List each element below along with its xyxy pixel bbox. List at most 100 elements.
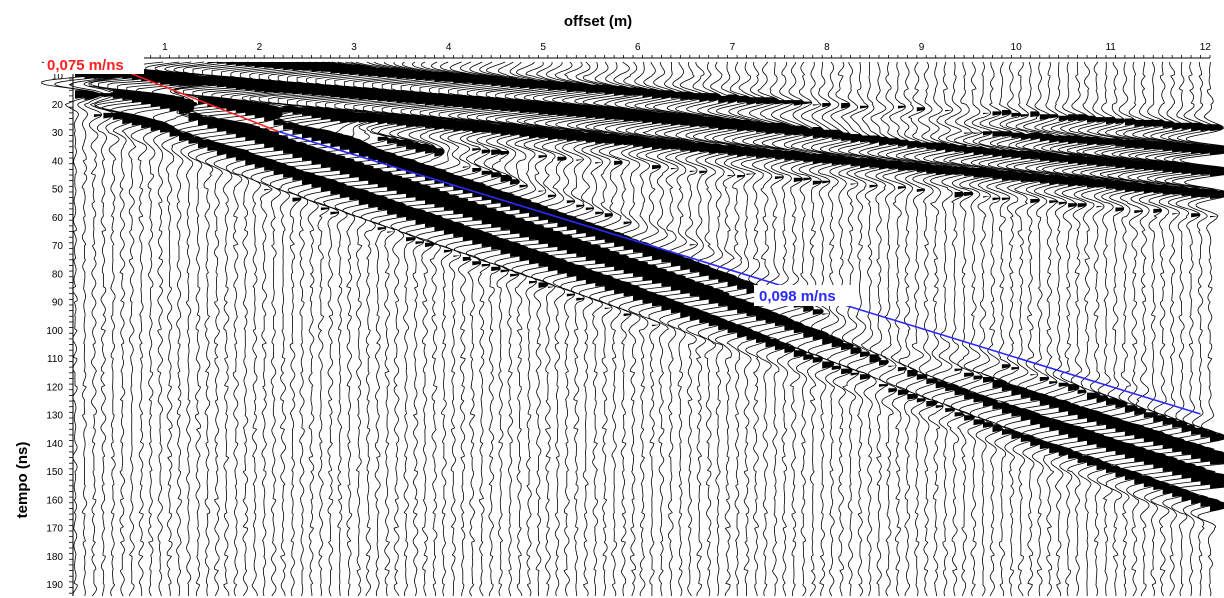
trace-fill [320, 62, 355, 211]
trace-fill [916, 107, 935, 403]
trace [619, 61, 686, 597]
trace [570, 61, 639, 597]
trace [135, 61, 204, 597]
y-tick-label: 70 [52, 241, 64, 252]
trace [914, 62, 958, 597]
velocity-label-bg [754, 285, 858, 306]
trace-fill [661, 90, 695, 311]
trace [1041, 61, 1096, 597]
trace-fill [1210, 124, 1224, 512]
y-tick-label: 30 [52, 128, 64, 139]
x-tick-label: 5 [540, 42, 546, 53]
y-axis: 10 20 30 40 50 60 70 80 90 100 110 120 130 140 150 160 1… [46, 61, 74, 596]
trace [932, 61, 976, 597]
trace [164, 61, 232, 597]
x-tick-label: 8 [824, 42, 830, 53]
trace-fill [614, 86, 648, 294]
trace [466, 61, 535, 597]
trace [1005, 61, 1052, 597]
trace-fill [822, 103, 841, 369]
trace-fill [850, 134, 870, 376]
trace [98, 62, 166, 597]
trace-fill [547, 81, 582, 288]
trace [306, 61, 374, 597]
trace [895, 61, 936, 597]
y-tick-label: 90 [52, 298, 64, 309]
trace-fill [689, 93, 723, 321]
velocity-labels: 0,075 m/ns 0,098 m/ns [44, 55, 858, 306]
trace-fill [188, 76, 222, 144]
wiggle-traces [41, 61, 1224, 597]
trace-fill [708, 93, 736, 327]
trace-fill [425, 71, 459, 248]
y-tick-label: 40 [52, 156, 64, 167]
x-tick-label: 7 [730, 42, 736, 53]
y-tick-label: 100 [46, 326, 63, 337]
trace [1013, 61, 1064, 597]
trace [628, 61, 696, 597]
trace-fill [1134, 119, 1166, 485]
y-tick-label: 170 [46, 524, 63, 535]
y-tick-label: 10 [52, 72, 64, 83]
trace [801, 62, 841, 597]
trace [117, 61, 185, 597]
trace [495, 61, 563, 597]
y-tick-label: 50 [52, 185, 64, 196]
trace-fill [633, 87, 667, 301]
y-tick-label: 150 [46, 467, 63, 478]
trace [551, 61, 620, 597]
trace [885, 61, 928, 596]
trace [1049, 61, 1105, 597]
trace [819, 61, 862, 597]
trace-fill [727, 94, 755, 334]
trace [90, 61, 138, 597]
trace-fill [897, 105, 918, 396]
trace [580, 61, 649, 597]
trace [82, 61, 125, 596]
trace [230, 61, 298, 597]
trace-fill [718, 95, 747, 331]
trace [838, 61, 881, 597]
y-tick-label: 60 [52, 213, 64, 224]
trace-fill [756, 97, 779, 344]
trace [1068, 61, 1128, 597]
trace [504, 61, 573, 596]
trace [608, 61, 677, 597]
trace-fill [576, 83, 610, 301]
velocity-line-red [117, 67, 279, 133]
y-tick-label: 190 [46, 580, 63, 591]
y-tick-label: 120 [46, 382, 63, 393]
trace [1074, 61, 1137, 597]
trace [277, 61, 346, 596]
trace-fill [1115, 118, 1146, 478]
trace [987, 61, 1034, 597]
trace-fill [207, 62, 241, 151]
velocity-label-red: 0,075 m/ns [47, 57, 124, 74]
x-tick-label: 6 [635, 42, 641, 53]
trace [220, 61, 289, 597]
trace-fill [538, 80, 572, 289]
trace [828, 61, 870, 597]
trace [790, 61, 834, 597]
trace-fill [954, 145, 975, 417]
trace-fill [642, 88, 676, 304]
x-tick-label: 11 [1105, 42, 1116, 53]
y-tick-label: 110 [47, 354, 63, 365]
y-tick-label: 140 [46, 439, 63, 450]
x-tick-label: 12 [1200, 42, 1212, 53]
trace-fill [803, 101, 822, 361]
trace [126, 61, 194, 597]
trace [296, 61, 365, 597]
trace [372, 61, 440, 597]
trace-fill [831, 129, 852, 370]
trace-fill [529, 80, 563, 284]
trace [858, 61, 901, 596]
trace-fill [737, 95, 762, 338]
trace [353, 61, 421, 597]
trace [154, 61, 223, 596]
trace [533, 61, 601, 597]
velocity-line-blue [278, 130, 1201, 415]
trace [476, 61, 544, 597]
trace [589, 61, 658, 597]
